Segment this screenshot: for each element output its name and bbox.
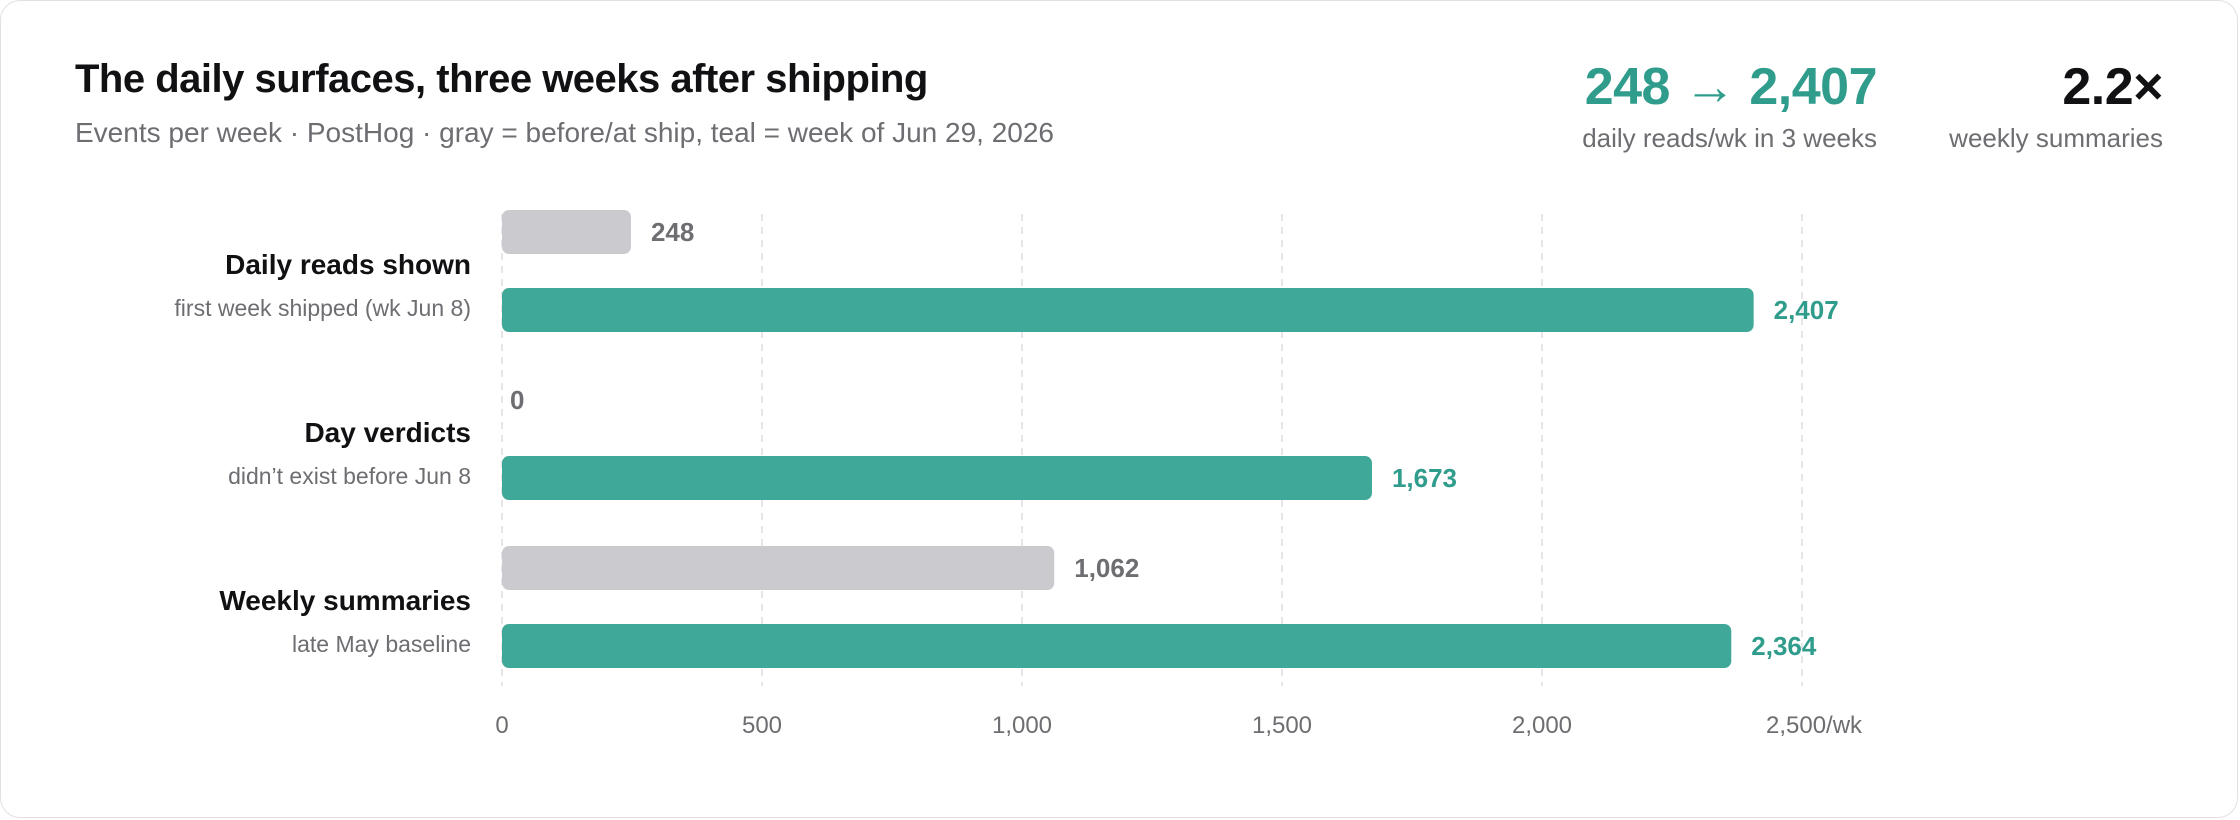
data-label-before: 0 <box>510 385 524 415</box>
x-tick-label: 2,500/wk <box>1766 712 1863 739</box>
x-tick-label: 500 <box>742 712 782 739</box>
stat-daily-reads-label: daily reads/wk in 3 weeks <box>1582 123 1877 153</box>
bar-after <box>502 624 1732 668</box>
row-label-daily-reads: Daily reads shown first week shipped (wk… <box>174 249 471 322</box>
data-label-after: 1,673 <box>1392 463 1457 493</box>
bar-after <box>502 456 1372 500</box>
data-label-before: 248 <box>651 217 694 247</box>
chart-title: The daily surfaces, three weeks after sh… <box>75 57 928 101</box>
data-label-before: 1,062 <box>1074 553 1139 583</box>
stat-weekly-summaries: 2.2× weekly summaries <box>1949 57 2163 154</box>
row-note: didn’t exist before Jun 8 <box>228 463 471 489</box>
stat-daily-reads-value: 248 → 2,407 <box>1584 58 1878 116</box>
row-note: first week shipped (wk Jun 8) <box>174 295 471 321</box>
x-tick-label: 1,000 <box>992 712 1052 739</box>
x-tick-label: 2,000 <box>1512 712 1572 739</box>
chart-subtitle: Events per week · PostHog · gray = befor… <box>75 117 1055 148</box>
data-label-after: 2,364 <box>1751 631 1817 661</box>
x-tick-label: 1,500 <box>1252 712 1312 739</box>
stat-weekly-summaries-label: weekly summaries <box>1949 123 2163 153</box>
data-label-after: 2,407 <box>1774 295 1839 325</box>
row-name: Daily reads shown <box>225 249 471 280</box>
row-label-day-verdicts: Day verdicts didn’t exist before Jun 8 <box>228 417 471 490</box>
stat-daily-reads: 248 → 2,407 daily reads/wk in 3 weeks <box>1582 57 1877 154</box>
x-tick-label: 0 <box>495 712 508 739</box>
bar-before <box>502 210 631 254</box>
row-name: Day verdicts <box>304 417 471 448</box>
stat-weekly-summaries-value: 2.2× <box>2062 58 2163 116</box>
row-name: Weekly summaries <box>219 585 471 616</box>
bar-before <box>502 546 1055 590</box>
bar-after <box>502 288 1754 332</box>
row-label-weekly-summaries: Weekly summaries late May baseline <box>219 585 471 658</box>
row-note: late May baseline <box>292 631 471 657</box>
